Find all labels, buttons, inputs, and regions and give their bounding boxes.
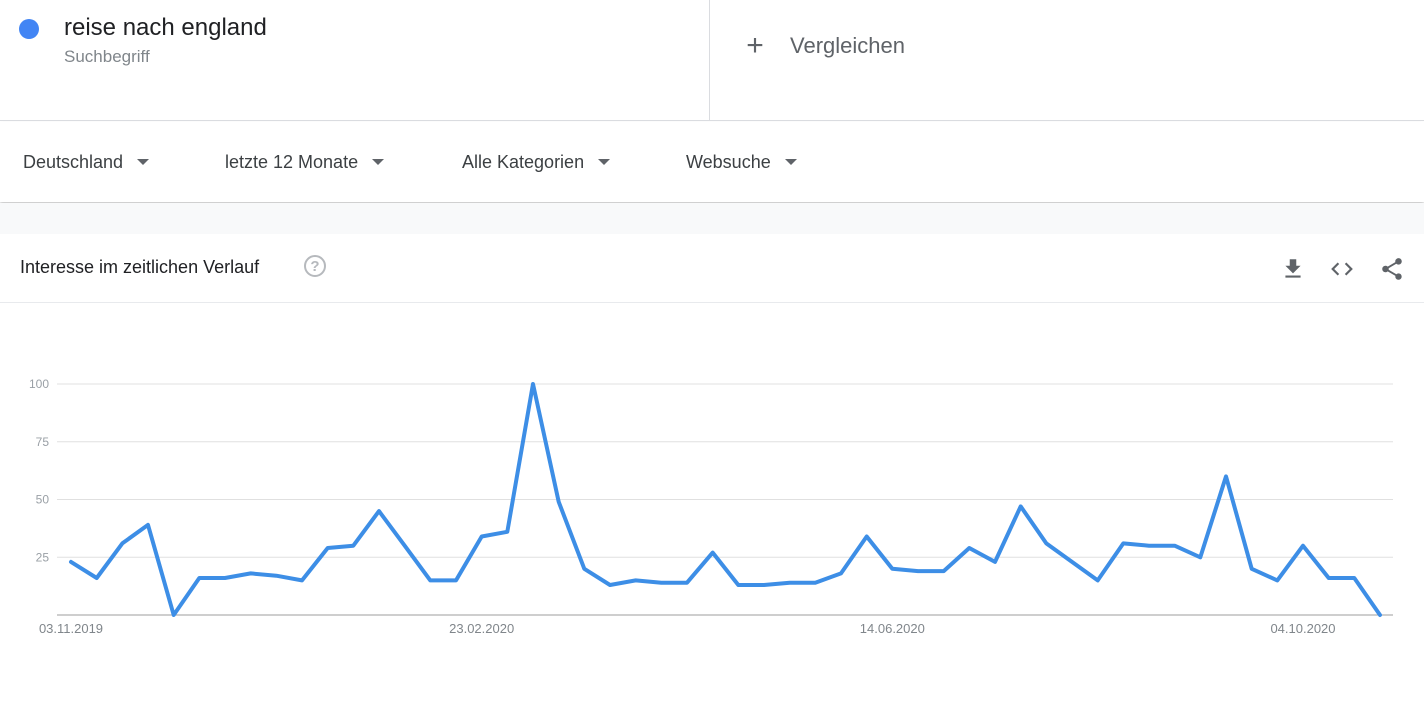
data-point[interactable] — [1274, 577, 1280, 583]
term-color-dot — [19, 19, 39, 39]
data-point[interactable] — [812, 580, 818, 586]
data-point[interactable] — [1351, 575, 1357, 581]
x-tick-label: 04.10.2020 — [1270, 621, 1335, 636]
data-point[interactable] — [581, 566, 587, 572]
category-dropdown[interactable]: Alle Kategorien — [462, 150, 611, 174]
compare-label: Vergleichen — [790, 33, 905, 58]
data-point[interactable] — [530, 381, 536, 387]
data-point[interactable] — [350, 543, 356, 549]
data-point[interactable] — [1249, 566, 1255, 572]
download-icon[interactable] — [1280, 256, 1306, 282]
data-point[interactable] — [504, 529, 510, 535]
data-point[interactable] — [735, 582, 741, 588]
data-point[interactable] — [479, 533, 485, 539]
data-point[interactable] — [684, 580, 690, 586]
data-point[interactable] — [915, 568, 921, 574]
y-tick-label: 75 — [36, 435, 50, 449]
data-point[interactable] — [992, 559, 998, 565]
data-point[interactable] — [376, 508, 382, 514]
filter-bar: Deutschland letzte 12 Monate Alle Katego… — [0, 122, 1424, 202]
search-term-type: Suchbegriff — [64, 47, 150, 66]
search-type-dropdown-label: Websuche — [686, 151, 771, 172]
data-point[interactable] — [222, 575, 228, 581]
data-point[interactable] — [1120, 540, 1126, 546]
data-point[interactable] — [171, 612, 177, 618]
data-point[interactable] — [325, 545, 331, 551]
series-line[interactable] — [69, 382, 1382, 617]
data-point[interactable] — [1172, 543, 1178, 549]
plus-icon: + — [746, 29, 764, 62]
category-dropdown-label: Alle Kategorien — [462, 151, 585, 172]
data-point[interactable] — [658, 580, 664, 586]
y-tick-label: 100 — [29, 377, 49, 391]
data-point[interactable] — [402, 543, 408, 549]
data-point[interactable] — [787, 580, 793, 586]
data-point[interactable] — [607, 582, 613, 588]
data-point[interactable] — [941, 568, 947, 574]
caret-down-icon — [784, 159, 797, 165]
data-point[interactable] — [427, 577, 433, 583]
caret-down-icon — [598, 159, 611, 165]
compare-button[interactable]: + Vergleichen — [742, 30, 905, 62]
search-term-card[interactable]: reise nach england Suchbegriff — [0, 0, 710, 121]
data-point[interactable] — [1197, 554, 1203, 560]
data-point[interactable] — [196, 575, 202, 581]
data-point[interactable] — [1043, 540, 1049, 546]
search-term-name[interactable]: reise nach england — [64, 14, 267, 41]
region-dropdown-label: Deutschland — [23, 151, 124, 172]
data-point[interactable] — [864, 533, 870, 539]
search-type-dropdown[interactable]: Websuche — [686, 150, 797, 174]
data-point[interactable] — [1300, 543, 1306, 549]
card-title: Interesse im zeitlichen Verlauf — [20, 257, 260, 277]
x-tick-label: 03.11.2019 — [39, 621, 103, 636]
data-point[interactable] — [633, 577, 639, 583]
data-point[interactable] — [838, 570, 844, 576]
data-point[interactable] — [710, 550, 716, 556]
data-point[interactable] — [966, 545, 972, 551]
data-point[interactable] — [1326, 575, 1332, 581]
data-point[interactable] — [556, 499, 562, 505]
data-point[interactable] — [1018, 503, 1024, 509]
x-tick-label: 14.06.2020 — [860, 621, 925, 636]
data-point[interactable] — [1095, 577, 1101, 583]
data-point[interactable] — [68, 559, 74, 565]
caret-down-icon — [137, 159, 150, 165]
data-point[interactable] — [119, 540, 125, 546]
data-point[interactable] — [299, 577, 305, 583]
data-point[interactable] — [889, 566, 895, 572]
data-point[interactable] — [94, 575, 100, 581]
data-point[interactable] — [1146, 543, 1152, 549]
caret-down-icon — [372, 159, 385, 165]
time-range-dropdown-label: letzte 12 Monate — [225, 151, 359, 172]
help-icon[interactable]: ? — [304, 255, 326, 277]
y-tick-label: 25 — [36, 550, 50, 564]
interest-line-chart: 25 50 75 100 03.11.2019 23.02.2020 14.06.2020 0… — [29, 377, 1393, 636]
region-dropdown[interactable]: Deutschland — [23, 150, 150, 174]
data-point[interactable] — [453, 577, 459, 583]
share-icon[interactable] — [1379, 256, 1405, 282]
y-tick-label: 50 — [36, 493, 50, 507]
data-point[interactable] — [761, 582, 767, 588]
data-point[interactable] — [1223, 473, 1229, 479]
data-point[interactable] — [248, 570, 254, 576]
data-point[interactable] — [273, 573, 279, 579]
embed-code-icon[interactable] — [1329, 256, 1355, 282]
x-tick-label: 23.02.2020 — [449, 621, 514, 636]
time-range-dropdown[interactable]: letzte 12 Monate — [225, 150, 385, 174]
card-header: Interesse im zeitlichen Verlauf ? — [0, 234, 1424, 303]
data-point[interactable] — [145, 522, 151, 528]
search-term-bar: reise nach england Suchbegriff + Verglei… — [0, 0, 1424, 121]
data-point[interactable] — [1069, 559, 1075, 565]
section-gap — [0, 203, 1424, 234]
data-point[interactable] — [1377, 612, 1383, 618]
interest-over-time-card: Interesse im zeitlichen Verlauf ? 25 50 75… — [0, 234, 1424, 717]
